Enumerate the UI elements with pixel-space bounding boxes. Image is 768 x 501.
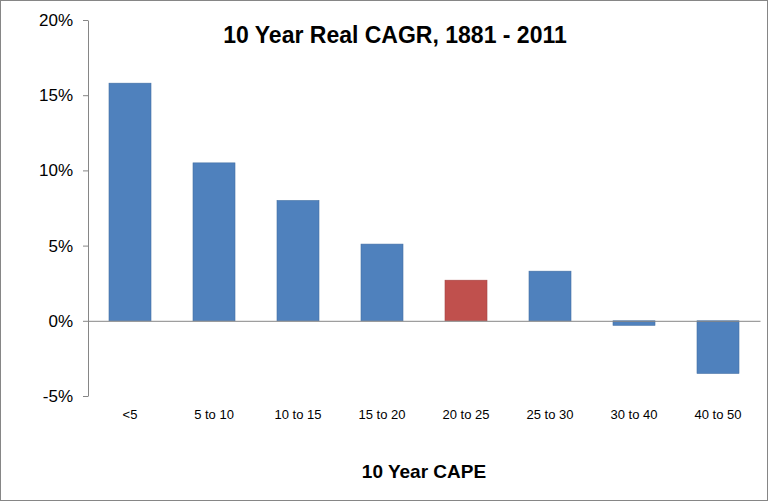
bar (109, 83, 151, 321)
y-tick-mark (83, 321, 88, 322)
y-tick-mark (83, 246, 88, 247)
x-tick: 30 to 40 (611, 407, 658, 422)
x-axis: <5 5 to 10 10 to 15 15 to 20 20 to 25 25 to 3… (89, 321, 761, 422)
y-tick: 5% (48, 237, 88, 256)
y-tick: 20% (39, 11, 88, 30)
y-tick: -5% (43, 387, 88, 406)
x-tick-label: 20 to 25 (443, 407, 490, 422)
y-tick-label: 5% (48, 237, 73, 256)
y-axis: -5% 0% 5% 10% 15% 20% (39, 11, 89, 406)
x-tick: 20 to 25 (443, 407, 490, 422)
x-tick-label: 25 to 30 (527, 407, 574, 422)
x-tick: 15 to 20 (359, 407, 406, 422)
y-tick: 15% (39, 86, 88, 105)
x-tick: 10 to 15 (275, 407, 322, 422)
y-tick: 0% (48, 312, 88, 331)
bar (529, 271, 571, 321)
bar (361, 244, 403, 321)
x-tick-label: 30 to 40 (611, 407, 658, 422)
y-tick-mark (83, 396, 88, 397)
bar (193, 163, 235, 321)
bar (277, 200, 319, 320)
y-axis-line (88, 21, 89, 397)
y-tick-label: 0% (48, 312, 73, 331)
x-tick: <5 (123, 407, 138, 422)
bars (109, 83, 739, 373)
y-tick-label: 20% (39, 11, 73, 30)
x-tick-label: 10 to 15 (275, 407, 322, 422)
bar (445, 280, 487, 321)
y-tick-label: 10% (39, 161, 73, 180)
x-tick: 5 to 10 (194, 407, 234, 422)
title: 10 Year Real CAGR, 1881 - 2011 (223, 22, 567, 48)
y-tick-label: -5% (43, 387, 73, 406)
y-tick-mark (83, 95, 88, 96)
x-tick-label: 5 to 10 (194, 407, 234, 422)
bar (697, 321, 739, 374)
chart-frame (1, 1, 768, 501)
x-tick-label: 15 to 20 (359, 407, 406, 422)
y-tick-mark (83, 170, 88, 171)
x-tick-label: 40 to 50 (695, 407, 742, 422)
x-tick: 25 to 30 (527, 407, 574, 422)
x-tick: 40 to 50 (695, 407, 742, 422)
y-tick-label: 15% (39, 86, 73, 105)
chart: -5% 0% 5% 10% 15% 20% <5 5 to 10 10 to 15 15 to 2… (0, 0, 768, 501)
x-axis-line (89, 321, 761, 322)
y-tick: 10% (39, 161, 88, 180)
x-tick-label: <5 (123, 407, 138, 422)
x-axis-title: 10 Year CAPE (362, 461, 486, 482)
y-tick-mark (83, 20, 88, 21)
